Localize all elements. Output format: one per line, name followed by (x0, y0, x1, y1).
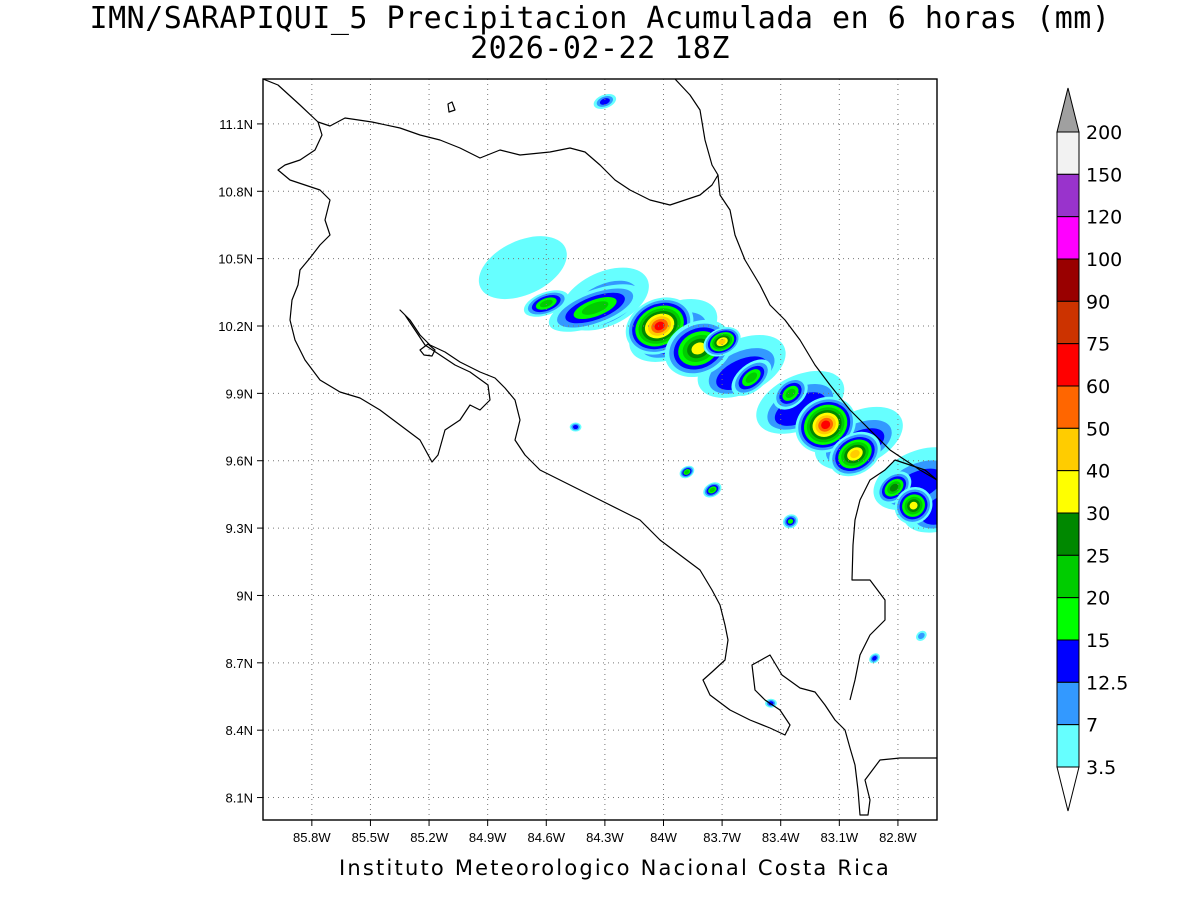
colorbar-label: 50 (1086, 418, 1110, 440)
nicaragua-border (263, 79, 719, 206)
colorbar-label: 15 (1086, 630, 1110, 652)
precip-cell-level-5 (745, 372, 758, 383)
x-tick-label: 83.4W (762, 830, 800, 845)
x-tick-label: 84W (650, 830, 677, 845)
colorbar-box (1056, 343, 1080, 387)
precip-cell-level-4 (787, 518, 794, 524)
map-subtitle-datetime: 2026-02-22 18Z (470, 31, 730, 66)
y-tick-label: 9N (236, 588, 253, 603)
y-tick-label: 11.1N (219, 117, 253, 132)
colorbar-label: 12.5 (1086, 672, 1128, 694)
colorbar-box (1056, 639, 1080, 683)
precip-cell-level-3 (599, 98, 610, 105)
x-tick-label: 84.3W (586, 830, 624, 845)
island-outline (447, 101, 456, 113)
colorbar-label: 90 (1086, 291, 1110, 313)
precipitation-layer (478, 93, 937, 708)
map-title: IMN/SARAPIQUI_5 Precipitacion Acumulada … (89, 1, 1111, 36)
x-tick-label: 85.8W (293, 830, 331, 845)
colorbar-box (1056, 724, 1080, 768)
map-frame (262, 78, 938, 821)
colorbar-top-arrow (1056, 87, 1080, 133)
colorbar-box (1056, 554, 1080, 599)
colorbar-label: 75 (1086, 334, 1110, 356)
footer-credit: Instituto Meteorologico Nacional Costa R… (339, 856, 891, 880)
x-tick-label: 83.7W (703, 830, 741, 845)
x-tick-label: 85.2W (410, 830, 448, 845)
colorbar-box (1056, 173, 1080, 218)
precip-cell-level-10 (821, 420, 831, 430)
x-tick-label: 82.8W (879, 830, 917, 845)
precip-cell-level-5 (684, 470, 690, 474)
colorbar-box (1056, 300, 1080, 345)
precip-cell-level-5 (539, 299, 553, 308)
y-tick-label: 10.5N (218, 252, 253, 267)
colorbar-label: 40 (1086, 461, 1110, 483)
y-tick-label: 9.3N (226, 521, 253, 536)
y-axis-ticks: 11.1N 10.8N 10.5N 10.2N 9.9N 9.6N 9.3N 9N 8.7N 8.… (218, 117, 263, 806)
x-axis-ticks: 85.8W 85.5W 85.2W 84.9W 84.6W 84.3W 84W 83.7W 83… (293, 820, 917, 845)
colorbar-box (1056, 258, 1080, 302)
precip-cell-level-10 (654, 321, 665, 331)
colorbar-box (1056, 385, 1080, 429)
panama-border (849, 459, 937, 701)
colorbar-box (1056, 512, 1080, 556)
precip-cell-level-8 (850, 449, 860, 459)
precip-cell-level-7 (909, 501, 918, 510)
colorbar-box (1056, 470, 1080, 514)
colorbar-box (1056, 681, 1080, 726)
colorbar-bottom-arrow (1056, 766, 1080, 812)
colorbar-box (1056, 427, 1080, 472)
precip-cell-level-2 (918, 632, 925, 640)
colorbar-label: 3.5 (1086, 757, 1116, 779)
precip-cell-level-5 (709, 487, 715, 493)
precip-cell-level-6 (889, 483, 899, 492)
precip-band-cell (478, 236, 567, 300)
colorbar-label: 200 (1086, 122, 1122, 144)
x-tick-label: 84.9W (469, 830, 507, 845)
colorbar-box (1056, 216, 1080, 260)
y-tick-label: 10.2N (218, 319, 253, 334)
y-tick-label: 9.9N (226, 386, 253, 401)
precip-band-cell (774, 392, 826, 426)
colorbar-label: 100 (1086, 249, 1122, 271)
y-tick-label: 8.1N (226, 791, 253, 806)
precip-cell-level-5 (785, 388, 796, 399)
colorbar-label: 30 (1086, 503, 1110, 525)
colorbar-box (1056, 597, 1080, 641)
y-tick-label: 9.6N (226, 454, 253, 469)
coastline (263, 79, 937, 816)
colorbar-legend: 3.5 7 12.5 15 20 25 30 40 50 60 75 90 100 120 150 200 (1056, 87, 1128, 812)
precip-cell-level-7 (691, 342, 706, 355)
colorbar-label: 150 (1086, 164, 1122, 186)
caribbean-coastline (674, 79, 937, 481)
y-tick-label: 8.7N (226, 656, 253, 671)
lake-outline (419, 343, 436, 357)
x-tick-label: 85.5W (352, 830, 390, 845)
y-tick-label: 10.8N (218, 184, 253, 199)
y-tick-label: 8.4N (226, 723, 253, 738)
pacific-coastline (277, 121, 937, 816)
colorbar-label: 20 (1086, 588, 1110, 610)
colorbar-label: 60 (1086, 376, 1110, 398)
x-tick-label: 83.1W (821, 830, 859, 845)
precip-cell-level-5 (581, 301, 609, 315)
precip-cell-level-3 (572, 425, 579, 430)
precip-band-cell (921, 491, 937, 525)
colorbar-label: 120 (1086, 207, 1122, 229)
x-tick-label: 84.6W (527, 830, 565, 845)
colorbar-label: 7 (1086, 715, 1098, 737)
grid-lines (263, 79, 937, 820)
colorbar-label: 25 (1086, 545, 1110, 567)
precip-cell-level-3 (872, 656, 877, 661)
colorbar-box (1056, 131, 1080, 175)
precip-cell-level-8 (718, 338, 726, 345)
